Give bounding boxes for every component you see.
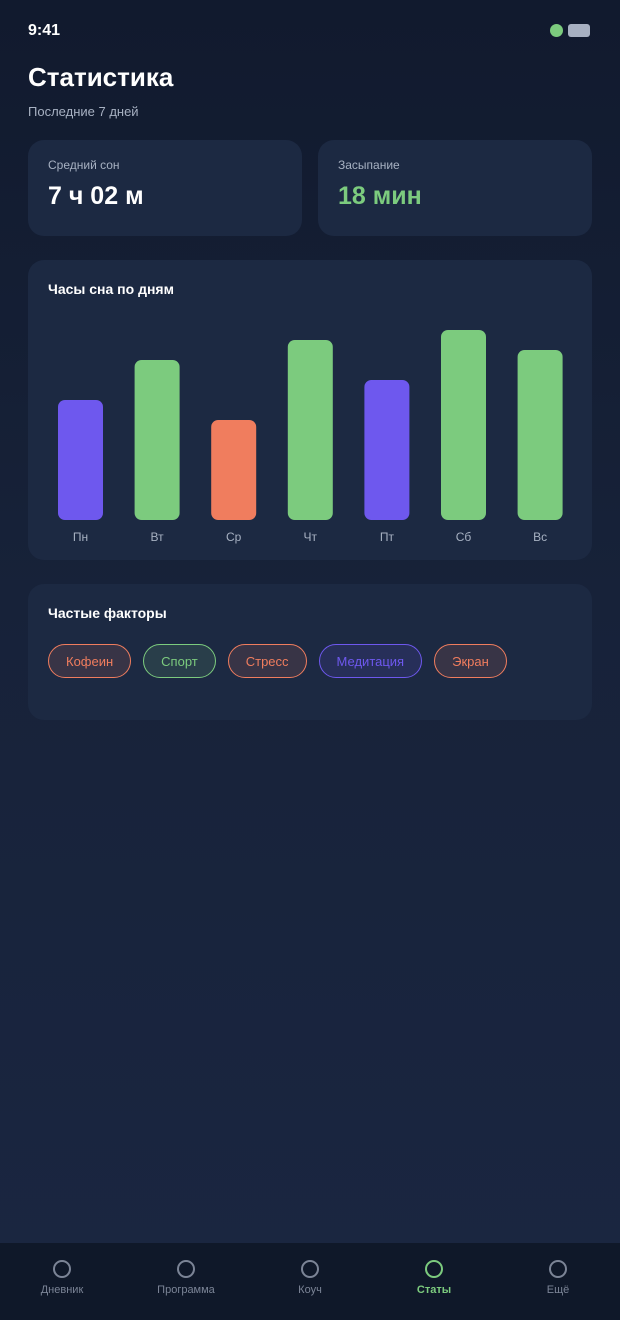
nav-item-label: Коуч — [298, 1284, 322, 1296]
x-tick-label: Пт — [380, 530, 395, 544]
nav-item-diary[interactable]: Дневник — [0, 1243, 124, 1320]
circle-icon — [53, 1260, 71, 1278]
battery-icon — [568, 24, 590, 37]
average-sleep-card: Средний сон 7 ч 02 м — [28, 140, 302, 236]
status-time: 9:41 — [28, 22, 61, 39]
nav-item-coach[interactable]: Коуч — [248, 1243, 372, 1320]
sleep-onset-card: Засыпание 18 мин — [318, 140, 592, 236]
factors-title: Частые факторы — [48, 605, 167, 621]
status-bar: 9:41 — [0, 0, 620, 60]
sleep-hours-chart-card: Пн Вт Ср Чт Пт Сб Вс Часы сна по дням — [28, 260, 592, 560]
average-sleep-label: Средний сон — [48, 158, 120, 172]
bar-Вс — [517, 350, 563, 520]
page-title: Статистика — [28, 62, 174, 92]
x-tick-label: Сб — [456, 530, 472, 544]
nav-item-label: Дневник — [40, 1284, 84, 1296]
nav-item-more[interactable]: Ещё — [496, 1243, 620, 1320]
sleep-hours-bar-chart: Пн Вт Ср Чт Пт Сб Вс — [58, 330, 563, 544]
sleep-onset-value: 18 мин — [338, 182, 422, 210]
factor-chip[interactable]: Медитация — [318, 644, 423, 678]
circle-icon — [301, 1260, 319, 1278]
bar-Ср — [211, 420, 257, 520]
nav-item-label: Программа — [157, 1284, 215, 1296]
factor-chip[interactable]: Кофеин — [48, 644, 132, 678]
x-tick-label: Чт — [304, 530, 318, 544]
circle-icon — [549, 1260, 567, 1278]
x-tick-label: Ср — [226, 530, 242, 544]
bar-Вт — [134, 360, 180, 520]
nav-item-program[interactable]: Программа — [124, 1243, 248, 1320]
sleep-onset-label: Засыпание — [338, 158, 400, 172]
factor-chip[interactable]: Спорт — [143, 644, 216, 678]
factor-chips: Кофеин Спорт Стресс Медитация Экран — [48, 644, 507, 678]
circle-icon — [425, 1260, 443, 1278]
x-tick-label: Вт — [151, 530, 165, 544]
page-subtitle: Последние 7 дней — [28, 104, 139, 119]
factor-chip[interactable]: Стресс — [227, 644, 307, 678]
nav-item-stats[interactable]: Статы — [372, 1243, 496, 1320]
circle-icon — [177, 1260, 195, 1278]
factor-chip[interactable]: Экран — [434, 644, 507, 678]
bar-Пт — [364, 380, 410, 520]
average-sleep-value: 7 ч 02 м — [48, 182, 144, 210]
frequent-factors-card: Частые факторы Кофеин Спорт Стресс Медитаци… — [28, 584, 592, 720]
x-tick-label: Вс — [533, 530, 547, 544]
bar-Сб — [441, 330, 486, 520]
chart-title: Часы сна по дням — [48, 281, 174, 297]
x-tick-label: Пн — [73, 530, 88, 544]
nav-item-label: Ещё — [546, 1284, 570, 1296]
bar-Чт — [287, 340, 333, 520]
nav-item-label: Статы — [416, 1284, 452, 1296]
signal-indicator-icon — [550, 24, 563, 37]
bar-Пн — [58, 400, 103, 520]
bottom-navigation: Дневник Программа Коуч Статы Ещё — [0, 1243, 620, 1320]
